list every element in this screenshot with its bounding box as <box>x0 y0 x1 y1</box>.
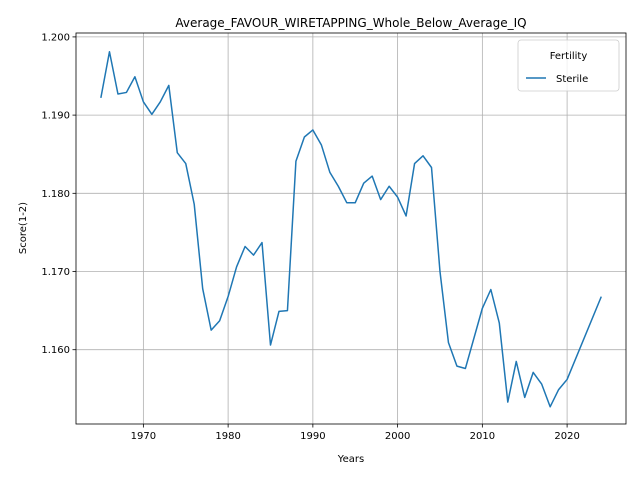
legend-title: Fertility <box>550 51 588 62</box>
x-tick-label: 2020 <box>554 431 579 442</box>
y-tick-label: 1.160 <box>41 345 70 356</box>
x-tick-label: 1970 <box>131 431 156 442</box>
y-tick-label: 1.180 <box>41 189 70 200</box>
plot-frame <box>75 32 627 425</box>
y-tick-label: 1.200 <box>41 32 70 43</box>
chart-title: Average_FAVOUR_WIRETAPPING_Whole_Below_A… <box>175 16 526 30</box>
x-tick-label: 1990 <box>300 431 325 442</box>
x-tick-label: 2010 <box>470 431 495 442</box>
y-axis: 1.160 1.170 1.180 1.190 1.200 <box>41 32 76 356</box>
legend-entry-sterile: Sterile <box>556 74 588 85</box>
legend: Fertility Sterile <box>517 39 620 92</box>
x-axis-label: Years <box>337 454 364 465</box>
y-tick-label: 1.170 <box>41 267 70 278</box>
x-tick-label: 2000 <box>385 431 410 442</box>
series-layer <box>100 51 602 408</box>
x-tick-label: 1980 <box>215 431 240 442</box>
x-axis: 1970 1980 1990 2000 2010 2020 <box>131 424 580 442</box>
series-line-sterile <box>100 51 602 408</box>
y-tick-label: 1.190 <box>41 111 70 122</box>
y-axis-label: Score(1-2) <box>18 202 29 254</box>
grid <box>76 33 626 424</box>
